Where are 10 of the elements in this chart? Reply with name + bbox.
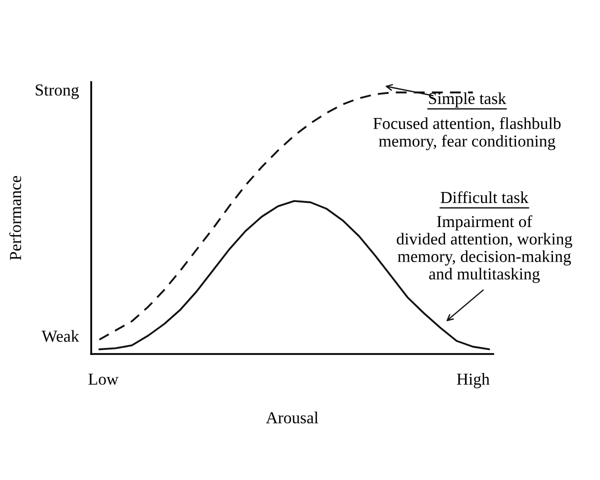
annotation: Focused attention, flashbulb memory, fear conditioning: [373, 117, 561, 150]
annotation: Simple task: [429, 92, 506, 108]
text: Low: [88, 374, 118, 385]
text: Strong: [36, 84, 79, 100]
annotation: Impairment of divided attention, working memory, decision-making and multitasking: [396, 215, 572, 283]
annotation: Difficult task: [440, 191, 528, 204]
y-axis-title: Performance: [9, 176, 22, 260]
text: High: [456, 373, 490, 388]
x-axis-title: Arousal: [266, 412, 318, 424]
text: Weak: [42, 330, 80, 342]
